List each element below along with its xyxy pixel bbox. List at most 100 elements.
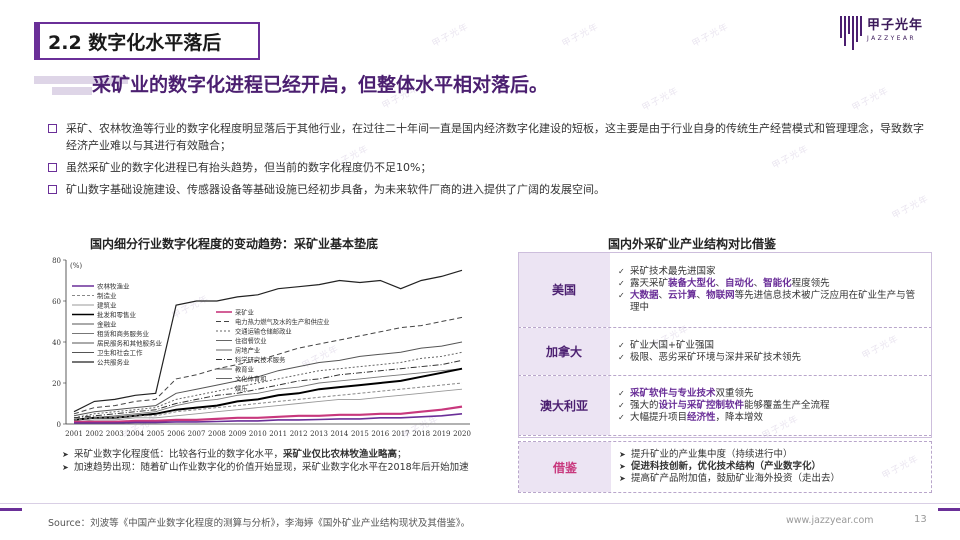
legend-label: 科学研究技术服务 [235,355,286,364]
reference-items: ➤ 提升矿业的产业集中度（持续进行中） ➤ 促进科技创新，优化技术结构（产业数字化） ➤… [611,442,931,492]
series-line [73,367,463,421]
comparison-item: ✓ 矿业大国+矿业强国 [618,339,714,351]
check-icon: ✓ [618,278,625,288]
legend-label: 电力热力燃气及水的生产和供应业 [235,317,329,326]
legend-label: 住宿餐饮业 [235,336,266,345]
x-tick-label: 2017 [392,430,410,438]
y-tick-label: 80 [52,257,61,265]
comparison-item: ✓ 大幅提升项目经济性，降本增效 [618,411,764,423]
comparison-row: 美国 ✓ 采矿技术最先进国家 ✓ 露天采矿装备大型化、自动化、智能化程度领先 ✓ 大数据、云… [518,252,932,328]
chart-title: 国内细分行业数字化程度的变动趋势：采矿业基本垫底 [90,237,379,251]
check-icon: ✓ [618,352,625,362]
watermark-text: 甲子光年 [690,22,731,50]
watermark-text: 甲子光年 [850,86,891,114]
series-line [74,413,463,424]
check-icon: ✓ [618,290,625,300]
comparison-item: ✓ 采矿软件与专业技术双重领先 [618,387,754,399]
series-line [74,405,463,423]
legend-label: 文化体育和 [235,374,266,383]
comparison-row: 澳大利亚 ✓ 采矿软件与专业技术双重领先 ✓ 强大的设计与采矿控制软件能够覆盖生产全流程… [518,376,932,436]
arrow-right-icon: ➤ [619,462,626,471]
legend-label: 批发和零售业 [97,310,137,319]
comparison-item: ✓ 采矿技术最先进国家 [618,265,716,277]
x-tick-label: 2010 [249,430,267,438]
unit-label: (%) [70,262,82,270]
watermark-text: 甲子光年 [430,22,471,50]
comparison-item: ✓ 极限、恶劣采矿环境与深井采矿技术领先 [618,351,802,363]
x-tick-label: 2011 [269,430,287,438]
y-tick-label: 40 [52,339,61,347]
y-tick-label: 0 [57,421,61,429]
comparison-row: 加拿大 ✓ 矿业大国+矿业强国 ✓ 极限、恶劣采矿环境与深井采矿技术领先 [518,328,932,376]
logo-bars-icon [840,16,862,50]
legend-label: 教育业 [235,365,254,374]
comparison-item: ✓ 大数据、云计算、物联网等先进信息技术被广泛应用在矿业生产与管理中 [618,289,916,313]
legend-label: 农林牧渔业 [97,282,130,291]
check-icon: ✓ [618,400,625,410]
chart-notes: ➤ 采矿业数字化程度低：比较各行业的数字化水平，采矿业仅比农林牧渔业略高； ➤ 加速… [62,448,482,474]
arrow-right-icon: ➤ [619,450,626,459]
comparison-item: ✓ 强大的设计与采矿控制软件能够覆盖生产全流程 [618,399,830,411]
line-chart: 0 20 40 60 80 2001 2002 2003 2004 2005 2006 2007 200… [48,252,480,444]
arrow-right-icon: ➤ [62,450,69,459]
x-tick-label: 2019 [433,430,451,438]
legend-label: 娱乐 [235,384,248,393]
reference-row: 借鉴 ➤ 提升矿业的产业集中度（持续进行中） ➤ 促进科技创新，优化技术结构（产业数字… [518,441,932,493]
bullet-item: 采矿、农林牧渔等行业的数字化程度明显落后于其他行业，在过往二十年间一直是国内经济… [48,120,928,154]
country-label: 美国 [518,252,610,327]
x-tick-label: 2006 [167,430,185,438]
x-tick-label: 2005 [147,430,165,438]
x-tick-label: 2020 [453,430,471,438]
watermark-text: 甲子光年 [560,22,601,50]
x-tick-label: 2014 [331,430,349,438]
footer-divider [0,503,960,504]
arrow-right-icon: ➤ [619,474,626,483]
section-title-box: 2.2 数字化水平落后 [34,22,260,60]
legend-label: 交通运输仓储邮政业 [235,327,292,336]
comparison-item: ➤ 提升矿业的产业集中度（持续进行中） [619,449,793,460]
legend-label: 建筑业 [97,301,117,310]
legend-label: 采矿业 [235,308,254,317]
comparison-item: ➤ 提高矿产品附加值，鼓励矿业海外投资（走出去） [619,473,841,484]
x-tick-label: 2013 [310,430,328,438]
check-icon: ✓ [618,388,625,398]
y-tick-label: 20 [52,380,61,388]
series-line [73,341,463,417]
series-line [73,359,463,419]
bullet-item: 虽然采矿业的数字化进程已有抬头趋势，但当前的数字化程度仍不足10%； [48,159,928,176]
company-logo: 甲子光年 JAZZYEAR [840,14,923,50]
bullet-item: 矿山数字基础设施建设、传感器设备等基础设施已经初步具备，为未来软件厂商的进入提供… [48,181,928,198]
square-bullet-icon [48,124,57,133]
country-label: 加拿大 [518,328,610,375]
legend-label: 租赁和商务服务业 [97,329,150,338]
footer-accent-right [938,508,960,511]
headline-decor-small [52,87,92,95]
x-tick-label: 2003 [106,430,124,438]
series-line [73,388,463,423]
y-tick-label: 60 [52,298,61,306]
logo-name-en: JAZZYEAR [867,35,916,42]
footer-accent-left [0,508,22,511]
series-line [73,316,463,415]
page-number: 13 [914,514,927,525]
x-tick-label: 2001 [65,430,83,438]
x-tick-label: 2018 [412,430,430,438]
square-bullet-icon [48,163,57,172]
series-line [73,368,463,421]
comparison-table: 美国 ✓ 采矿技术最先进国家 ✓ 露天采矿装备大型化、自动化、智能化程度领先 ✓ 大数据、云… [518,252,932,436]
comparison-item: ✓ 露天采矿装备大型化、自动化、智能化程度领先 [618,277,830,289]
headline-decor [34,76,128,84]
x-tick-label: 2002 [86,430,104,438]
section-title: 2.2 数字化水平落后 [48,31,222,54]
square-bullet-icon [48,185,57,194]
legend-label: 制造业 [97,291,117,300]
legend-label: 居民服务和其他服务业 [97,339,163,348]
bullet-list: 采矿、农林牧渔等行业的数字化程度明显落后于其他行业，在过往二十年间一直是国内经济… [48,120,928,203]
arrow-right-icon: ➤ [62,463,69,472]
country-label: 澳大利亚 [518,376,610,435]
check-icon: ✓ [618,340,625,350]
logo-name: 甲子光年 [867,18,924,33]
x-tick-label: 2012 [290,430,308,438]
comparison-item: ➤ 促进科技创新，优化技术结构（产业数字化） [619,461,822,472]
